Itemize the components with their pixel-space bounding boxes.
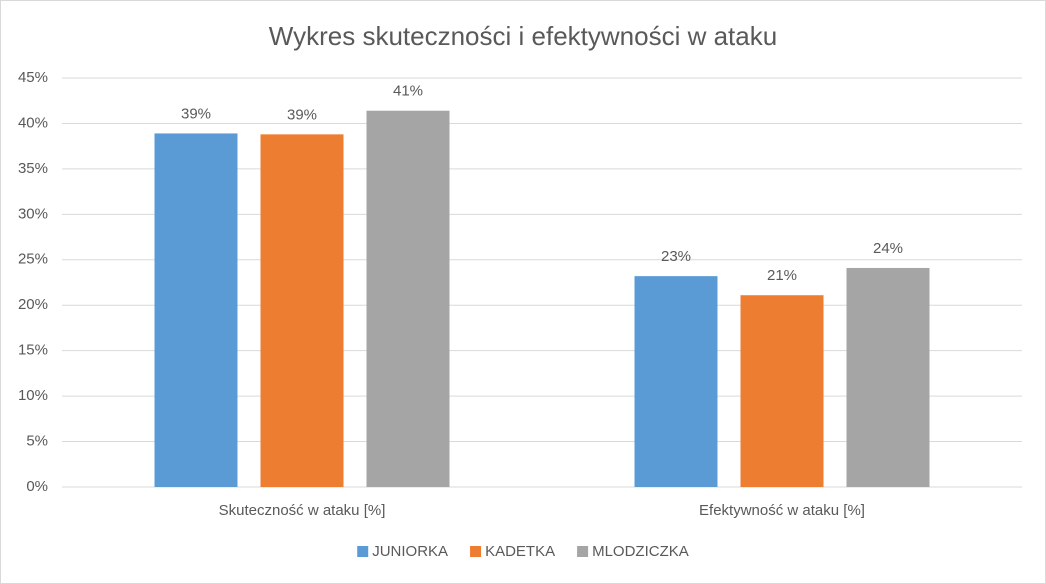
legend-swatch — [577, 546, 589, 557]
bar — [260, 134, 344, 487]
y-tick-label: 15% — [18, 342, 48, 359]
legend-label: JUNIORKA — [372, 543, 448, 560]
bar — [846, 267, 930, 487]
bar — [740, 295, 824, 487]
y-tick-label: 10% — [18, 387, 48, 404]
y-tick-label: 25% — [18, 251, 48, 268]
y-tick-label: 20% — [18, 296, 48, 313]
legend-label: KADETKA — [485, 543, 555, 560]
value-label: 41% — [393, 83, 423, 100]
value-label: 21% — [767, 267, 797, 284]
value-label: 24% — [873, 240, 903, 257]
legend-label: MLODZICZKA — [592, 543, 689, 560]
y-tick-label: 30% — [18, 205, 48, 222]
value-label: 39% — [181, 105, 211, 122]
legend-swatch — [470, 546, 482, 557]
bar — [634, 276, 718, 487]
bar — [366, 110, 450, 487]
x-tick-label: Efektywność w ataku [%] — [699, 502, 865, 519]
y-tick-label: 5% — [26, 433, 48, 450]
x-tick-label: Skuteczność w ataku [%] — [219, 502, 386, 519]
value-label: 23% — [661, 248, 691, 265]
y-tick-label: 35% — [18, 160, 48, 177]
legend-swatch — [357, 546, 369, 557]
y-tick-label: 0% — [26, 478, 48, 495]
bar — [154, 133, 238, 488]
value-label: 39% — [287, 106, 317, 123]
chart-title: Wykres skuteczności i efektywności w ata… — [269, 21, 777, 51]
y-tick-label: 45% — [18, 69, 48, 86]
y-tick-label: 40% — [18, 114, 48, 131]
